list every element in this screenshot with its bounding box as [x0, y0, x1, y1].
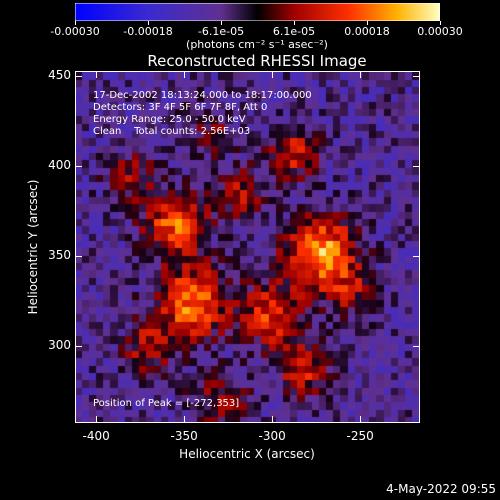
- y-tick-mark: [75, 255, 82, 257]
- y-tick-label: 400: [48, 158, 71, 173]
- y-tick-mark: [75, 76, 82, 78]
- x-tick-mark: [360, 416, 362, 423]
- y-tick-mark: [413, 255, 420, 257]
- x-axis-label: Heliocentric X (arcsec): [179, 447, 315, 461]
- annotation-detectors: Detectors: 3F 4F 5F 6F 7F 8F, Att 0: [93, 102, 268, 113]
- y-axis-label: Heliocentric Y (arcsec): [26, 179, 40, 315]
- x-tick-mark: [96, 416, 98, 423]
- plot-frame: [75, 71, 420, 423]
- colorbar-tick: [148, 21, 149, 25]
- y-tick-mark: [413, 76, 420, 78]
- y-tick-mark: [413, 166, 420, 168]
- colorbar: [75, 3, 440, 21]
- x-tick-mark: [184, 71, 186, 78]
- colorbar-tick: [221, 21, 222, 25]
- colorbar-tick: [367, 21, 368, 25]
- colorbar-tick: [75, 21, 76, 25]
- annotation-energy: Energy Range: 25.0 - 50.0 keV: [93, 114, 246, 125]
- x-tick-label: -400: [82, 429, 110, 443]
- annotation-time: 17-Dec-2002 18:13:24.000 to 18:17:00.000: [93, 90, 312, 101]
- x-tick-label: -250: [346, 429, 374, 443]
- colorbar-tick-label: 6.1e-05: [272, 25, 316, 38]
- x-tick-mark: [184, 416, 186, 423]
- x-tick-mark: [360, 71, 362, 78]
- x-tick-label: -350: [170, 429, 198, 443]
- colorbar-tick: [294, 21, 295, 25]
- colorbar-tick-label: 0.00018: [344, 25, 390, 38]
- heatmap-image: [75, 71, 420, 423]
- chart-title: Reconstructed RHESSI Image: [147, 52, 367, 70]
- x-tick-mark: [96, 71, 98, 78]
- x-tick-mark: [272, 416, 274, 423]
- colorbar-tick-label: -0.00030: [50, 25, 100, 38]
- colorbar-tick: [440, 21, 441, 25]
- y-tick-mark: [75, 166, 82, 168]
- footer-date: 4-May-2022 09:55: [386, 482, 496, 496]
- colorbar-tick-label: 0.00030: [417, 25, 463, 38]
- x-tick-mark: [272, 71, 274, 78]
- annotation-peak: Position of Peak = [-272,353]: [93, 398, 240, 409]
- annotation-clean: Clean Total counts: 2.56E+03: [93, 126, 251, 137]
- y-tick-mark: [413, 345, 420, 347]
- y-tick-label: 450: [48, 68, 71, 83]
- colorbar-units: (photons cm⁻² s⁻¹ asec⁻²): [186, 38, 328, 51]
- y-tick-mark: [75, 345, 82, 347]
- colorbar-tick-label: -0.00018: [123, 25, 173, 38]
- x-tick-label: -300: [258, 429, 286, 443]
- y-tick-label: 300: [48, 337, 71, 352]
- y-tick-label: 350: [48, 247, 71, 262]
- colorbar-tick-label: -6.1e-05: [197, 25, 245, 38]
